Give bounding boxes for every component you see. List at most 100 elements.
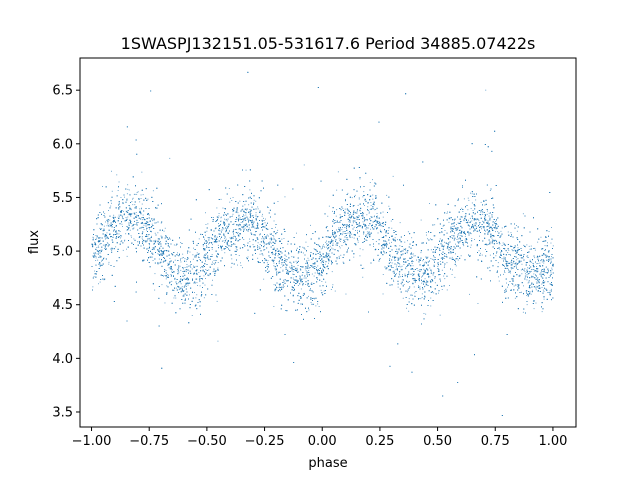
data-point (441, 231, 443, 233)
data-point (370, 205, 372, 206)
data-point (120, 241, 122, 243)
data-point (157, 263, 159, 265)
data-point (345, 293, 347, 295)
data-point (439, 261, 441, 262)
data-point (215, 261, 217, 263)
data-point (329, 245, 331, 247)
data-point (125, 217, 127, 218)
data-point (195, 265, 197, 267)
data-point (489, 223, 490, 225)
data-point (285, 259, 286, 261)
data-point (368, 232, 370, 233)
data-point (199, 285, 201, 287)
data-point (523, 244, 525, 246)
data-point (375, 224, 376, 226)
data-point (532, 263, 534, 264)
data-point (207, 258, 209, 260)
data-point (328, 253, 330, 255)
data-point (394, 237, 396, 239)
data-point (481, 228, 482, 230)
data-point (463, 198, 465, 200)
data-point (295, 260, 297, 262)
data-point (277, 272, 279, 274)
data-point (305, 262, 306, 264)
data-point (324, 267, 326, 269)
data-point (402, 297, 404, 299)
data-point (516, 225, 517, 226)
data-point (485, 230, 486, 232)
data-point (193, 247, 194, 249)
data-point (341, 234, 343, 236)
data-point (118, 207, 119, 208)
data-point (545, 266, 547, 268)
data-point (284, 196, 286, 198)
data-point (342, 232, 344, 234)
data-point (488, 227, 490, 229)
data-point (230, 216, 232, 217)
data-point (495, 221, 497, 222)
data-point (320, 248, 322, 250)
data-point (221, 240, 223, 242)
data-point (236, 233, 238, 234)
data-point (224, 248, 226, 250)
data-point (180, 261, 182, 263)
data-point (391, 241, 392, 243)
data-point (266, 234, 268, 236)
data-point (387, 265, 389, 267)
data-point (250, 210, 252, 212)
data-point (304, 248, 306, 250)
data-point (304, 268, 306, 270)
data-point (314, 272, 316, 274)
data-point (353, 237, 355, 239)
data-point (416, 259, 417, 261)
data-point (136, 216, 138, 218)
data-point (478, 250, 480, 252)
data-point (525, 246, 526, 248)
data-point (94, 243, 95, 245)
data-point (451, 274, 453, 275)
data-point (133, 224, 135, 225)
data-point (253, 223, 254, 225)
data-point (132, 197, 134, 199)
data-point (136, 214, 138, 216)
data-point (412, 275, 414, 277)
data-point (97, 245, 99, 247)
data-point (220, 198, 222, 200)
data-point (321, 261, 323, 263)
data-point (108, 263, 110, 265)
data-point (344, 227, 346, 228)
data-point (348, 221, 350, 223)
data-point (423, 313, 425, 314)
data-point (403, 284, 405, 285)
data-point (488, 243, 489, 245)
data-point (457, 259, 459, 261)
data-point (518, 275, 520, 277)
data-point (389, 258, 391, 260)
data-point (191, 315, 193, 316)
data-point (386, 241, 388, 243)
data-point (166, 285, 168, 287)
data-point (280, 267, 282, 269)
data-point (98, 246, 100, 248)
data-point (382, 211, 384, 213)
data-point (373, 202, 375, 204)
data-point (296, 271, 298, 272)
data-point (285, 255, 287, 257)
data-point (266, 262, 268, 264)
data-point (230, 197, 231, 199)
data-point (128, 233, 130, 235)
data-point (106, 232, 108, 234)
data-point (358, 235, 360, 237)
data-point (382, 244, 384, 246)
data-point (501, 245, 503, 246)
data-point (281, 238, 283, 240)
data-point (327, 255, 329, 257)
data-point (175, 244, 177, 246)
data-point (517, 247, 519, 249)
data-point (259, 253, 261, 255)
data-point (496, 252, 497, 254)
data-point (308, 285, 310, 287)
data-point (245, 219, 246, 221)
data-point (426, 234, 427, 236)
data-point (243, 214, 244, 216)
